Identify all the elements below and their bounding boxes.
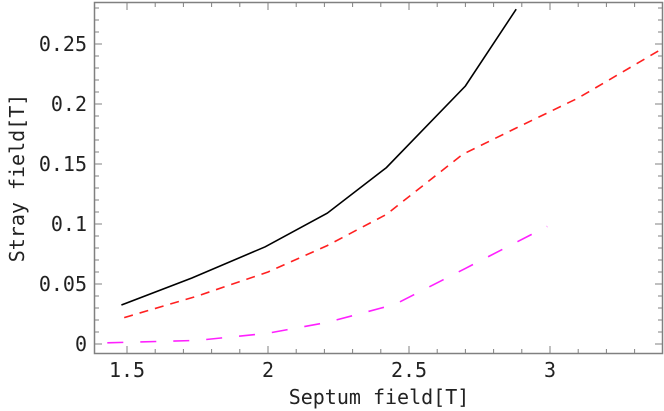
x-axis-label: Septum field[T] [289, 385, 470, 409]
y-axis-label: Stray field[T] [5, 94, 29, 263]
data-series [107, 8, 661, 344]
axis-tick-labels: 1.5 2 2.5 3 0 0.05 0.1 0.15 0.2 0.25 [39, 32, 556, 382]
plot-frame [93, 1, 664, 355]
x-tick-label: 2 [262, 358, 274, 382]
y-tick-label: 0.05 [39, 272, 87, 296]
axis-ticks [95, 3, 662, 353]
y-tick-label: 0 [75, 332, 87, 356]
series-line [107, 225, 548, 344]
x-tick-label: 3 [544, 358, 556, 382]
y-tick-label: 0.15 [39, 152, 87, 176]
series-line [121, 8, 517, 306]
y-tick-label: 0.25 [39, 32, 87, 56]
x-tick-label: 2.5 [391, 358, 427, 382]
y-tick-label: 0.2 [51, 92, 87, 116]
series-line [123, 49, 661, 319]
x-tick-label: 1.5 [109, 358, 145, 382]
y-tick-label: 0.1 [51, 212, 87, 236]
